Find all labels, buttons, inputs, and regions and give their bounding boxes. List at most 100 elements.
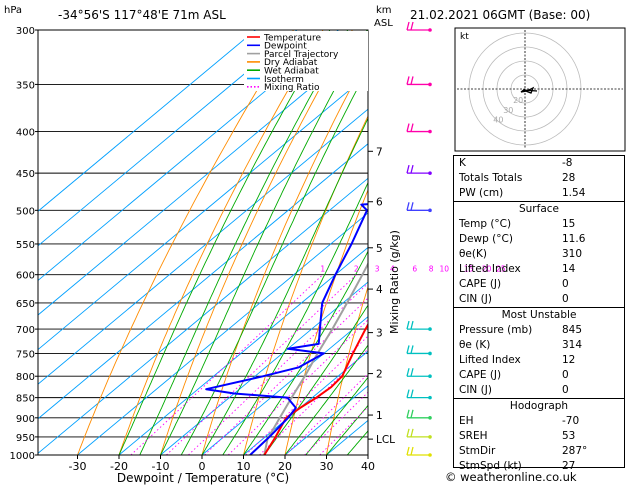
wind-barb xyxy=(407,410,432,420)
hodograph-ring-label: 40 xyxy=(493,116,503,125)
surface-row: CIN (J)0 xyxy=(454,292,624,307)
most-unstable-row: θe (K)314 xyxy=(454,338,624,353)
hodograph-frame xyxy=(455,28,625,151)
index-value: -8 xyxy=(562,156,618,171)
legend-label: Mixing Ratio xyxy=(264,83,320,93)
wind-barb-dot xyxy=(428,416,432,420)
mixing-ratio-label: 10 xyxy=(439,265,449,274)
hpa-label: hPa xyxy=(4,5,22,16)
wind-barb-dot xyxy=(428,130,432,134)
temp-tick-label: 30 xyxy=(320,460,334,473)
datetime-title: 21.02.2021 06GMT (Base: 00) xyxy=(410,8,590,22)
wind-barb-dot xyxy=(428,352,432,356)
pressure-tick-label: 550 xyxy=(16,240,35,251)
km-tick-label: 5 xyxy=(376,243,383,255)
wind-barb-flag xyxy=(407,124,409,132)
surface-value: 15 xyxy=(562,217,618,232)
wind-barb xyxy=(407,165,432,175)
wind-barb-flag xyxy=(407,202,409,210)
mixing-ratio-line xyxy=(131,275,323,455)
index-value: 28 xyxy=(562,171,618,186)
wind-barb-flag xyxy=(407,22,409,30)
surface-title: Surface xyxy=(454,202,624,217)
isotherm-line xyxy=(0,30,422,455)
wet-adiabat-line xyxy=(161,30,368,455)
wind-barb-flag xyxy=(407,390,409,398)
km-tick-label: 7 xyxy=(376,146,383,158)
km-tick-label: LCL xyxy=(376,434,395,446)
mixing-ratio-line xyxy=(259,275,444,455)
km-tick-label: 3 xyxy=(376,328,383,340)
km-tick-label: 1 xyxy=(376,410,383,422)
wind-barb-flag xyxy=(411,22,413,30)
mixing-ratio-line xyxy=(205,275,393,455)
index-row: K-8 xyxy=(454,156,624,171)
most-unstable-value: 0 xyxy=(562,383,618,398)
wind-barb-flag xyxy=(411,165,413,173)
surface-row: θe(K)310 xyxy=(454,247,624,262)
wind-barb-flag xyxy=(411,368,413,376)
most-unstable-label: Lifted Index xyxy=(459,353,521,368)
isotherm-line xyxy=(0,30,380,455)
copyright: © weatheronline.co.uk xyxy=(445,470,577,484)
most-unstable-row: Lifted Index 12 xyxy=(454,353,624,368)
wind-barb xyxy=(407,202,432,212)
surface-label: θe(K) xyxy=(459,247,487,262)
location-title: -34°56'S 117°48'E 71m ASL xyxy=(58,8,226,22)
hodograph-index-row: EH-70 xyxy=(454,414,624,429)
isotherm-line xyxy=(0,30,297,455)
surface-value: 14 xyxy=(562,262,618,277)
pressure-tick-label: 950 xyxy=(16,433,35,444)
surface-label: Dewp (°C) xyxy=(459,232,513,247)
surface-label: CAPE (J) xyxy=(459,277,501,292)
wind-barb-flag xyxy=(411,202,413,210)
hodograph-unit-label: kt xyxy=(460,32,469,42)
mixing-ratio-label: 8 xyxy=(429,265,434,274)
wind-barb-dot xyxy=(428,327,432,331)
index-value: 1.54 xyxy=(562,186,618,201)
mixing-ratio-label: 2 xyxy=(354,265,359,274)
wind-barb-flag xyxy=(407,76,409,84)
most-unstable-row: CIN (J) 0 xyxy=(454,383,624,398)
surface-row: Dewp (°C)11.6 xyxy=(454,232,624,247)
plot-frame xyxy=(38,30,368,455)
pressure-tick-label: 400 xyxy=(16,128,35,139)
wind-barb-flag xyxy=(407,345,409,353)
pressure-tick-label: 900 xyxy=(16,414,35,425)
wind-barb-flag xyxy=(411,429,413,437)
most-unstable-value: 0 xyxy=(562,368,618,383)
mixing-ratio-line xyxy=(286,275,469,455)
wind-barb-flag xyxy=(411,410,413,418)
wind-barb-flag xyxy=(407,410,409,418)
hodograph-ring-label: 30 xyxy=(503,106,513,115)
surface-value: 0 xyxy=(562,277,618,292)
wind-barb xyxy=(407,321,432,331)
wind-barb-flag xyxy=(407,165,409,173)
index-row: PW (cm) 1.54 xyxy=(454,186,624,201)
wind-barb xyxy=(407,124,432,134)
wind-barb-dot xyxy=(428,396,432,400)
pressure-tick-label: 450 xyxy=(16,169,35,180)
wind-barb-dot xyxy=(428,453,432,457)
wind-barb xyxy=(407,390,432,400)
index-label: Totals Totals xyxy=(459,171,522,186)
index-label: PW (cm) xyxy=(459,186,503,201)
most-unstable-value: 314 xyxy=(562,338,618,353)
km-label: km xyxy=(376,5,392,16)
most-unstable-value: 845 xyxy=(562,323,618,338)
most-unstable-label: CIN (J) xyxy=(459,383,492,398)
pressure-tick-label: 1000 xyxy=(10,451,35,462)
most-unstable-row: CAPE (J)0 xyxy=(454,368,624,383)
surface-row: Temp (°C)15 xyxy=(454,217,624,232)
wind-barb-flag xyxy=(411,390,413,398)
pressure-tick-label: 700 xyxy=(16,325,35,336)
wind-barb-flag xyxy=(411,76,413,84)
most-unstable-label: Pressure (mb) xyxy=(459,323,532,338)
most-unstable-value: 12 xyxy=(562,353,618,368)
wind-barb xyxy=(407,345,432,355)
km-tick-label: 2 xyxy=(376,369,383,381)
surface-label: Lifted Index xyxy=(459,262,521,277)
wind-barb xyxy=(407,447,432,457)
